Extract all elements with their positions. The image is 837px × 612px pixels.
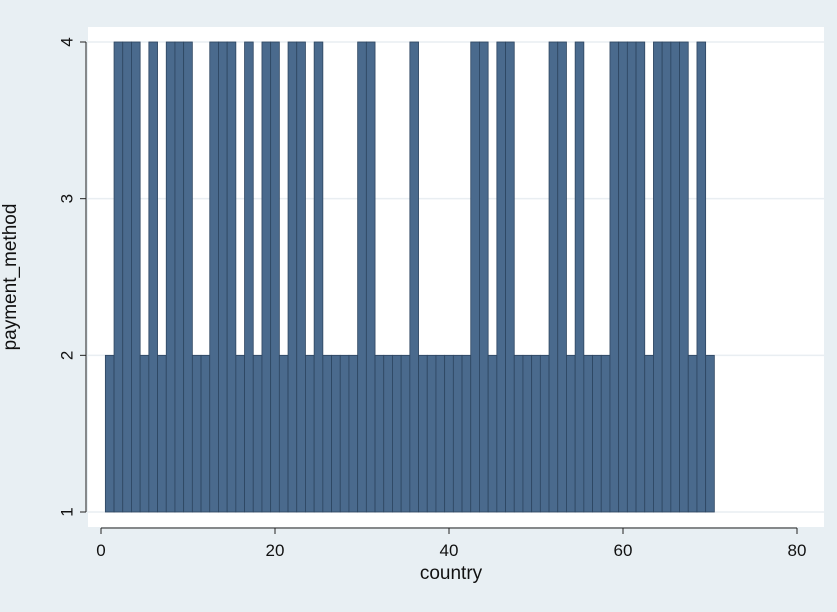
- bar: [644, 354, 654, 513]
- bar: [548, 41, 559, 513]
- x-axis-label: country: [420, 563, 483, 584]
- bar: [139, 354, 150, 513]
- x-tick-label: 60: [614, 541, 633, 560]
- bar: [670, 41, 680, 513]
- y-tick-label: 4: [57, 37, 76, 46]
- bar: [392, 354, 402, 513]
- bar: [218, 41, 228, 513]
- bar: [557, 41, 567, 513]
- x-tick-label: 0: [96, 541, 105, 560]
- bar: [618, 41, 628, 513]
- bar: [626, 41, 637, 513]
- bar: [357, 41, 367, 513]
- bar: [696, 41, 707, 513]
- bar: [365, 41, 376, 513]
- bar: [479, 41, 489, 513]
- bar: [157, 354, 167, 513]
- bar: [113, 41, 124, 513]
- bar: [348, 354, 359, 513]
- bar: [165, 41, 176, 513]
- bar: [661, 41, 672, 513]
- bar: [148, 41, 158, 513]
- bar: [653, 41, 663, 513]
- bar: [305, 354, 315, 513]
- bar: [609, 41, 620, 513]
- bars: [104, 41, 715, 513]
- bar: [461, 354, 472, 513]
- bar: [705, 354, 715, 513]
- bar: [452, 354, 463, 513]
- bar: [470, 41, 480, 513]
- bar: [209, 41, 219, 513]
- bar: [592, 354, 602, 513]
- bar: [583, 354, 593, 513]
- bar: [331, 354, 341, 513]
- bar: [566, 354, 576, 513]
- bar: [191, 354, 202, 513]
- bar: [278, 354, 289, 513]
- bar: [513, 354, 524, 513]
- y-tick-label: 3: [57, 194, 76, 203]
- bar: [444, 354, 454, 513]
- bar: [418, 354, 428, 513]
- x-tick-label: 40: [440, 541, 459, 560]
- bar: [426, 354, 437, 513]
- bar: [574, 41, 585, 513]
- bar: [174, 41, 185, 513]
- bar: [679, 41, 689, 513]
- bar: [600, 354, 611, 513]
- bar: [252, 354, 263, 513]
- bar: [505, 41, 515, 513]
- bar: [244, 41, 254, 513]
- bar: [183, 41, 193, 513]
- bar: [374, 354, 385, 513]
- bar: [313, 41, 324, 513]
- bar: [339, 354, 350, 513]
- bar: [296, 41, 306, 513]
- bar: [200, 354, 211, 513]
- bar: [383, 354, 393, 513]
- bar: [496, 41, 506, 513]
- bar: [322, 354, 332, 513]
- bar: [122, 41, 132, 513]
- bar: [635, 41, 646, 513]
- bar: [409, 41, 419, 513]
- bar: [435, 354, 446, 513]
- bar: [270, 41, 280, 513]
- y-tick-label: 2: [57, 351, 76, 360]
- bar: [400, 354, 411, 513]
- bar: [531, 354, 541, 513]
- bar: [235, 354, 245, 513]
- bar: [287, 41, 298, 513]
- y-tick-labels: 1 2 3 4: [57, 37, 76, 516]
- bar: [539, 354, 550, 513]
- x-tick-label: 80: [788, 541, 807, 560]
- bar: [226, 41, 237, 513]
- bar: [487, 354, 498, 513]
- x-tick-label: 20: [266, 541, 285, 560]
- bar: [104, 354, 115, 513]
- y-tick-label: 1: [57, 507, 76, 516]
- y-axis-label: payment_method: [0, 204, 21, 351]
- bar: [522, 354, 533, 513]
- bar: [687, 354, 698, 513]
- axes: [80, 41, 798, 534]
- x-tick-labels: 0 20 40 60 80: [96, 541, 806, 560]
- bar: [131, 41, 141, 513]
- bar: [261, 41, 272, 513]
